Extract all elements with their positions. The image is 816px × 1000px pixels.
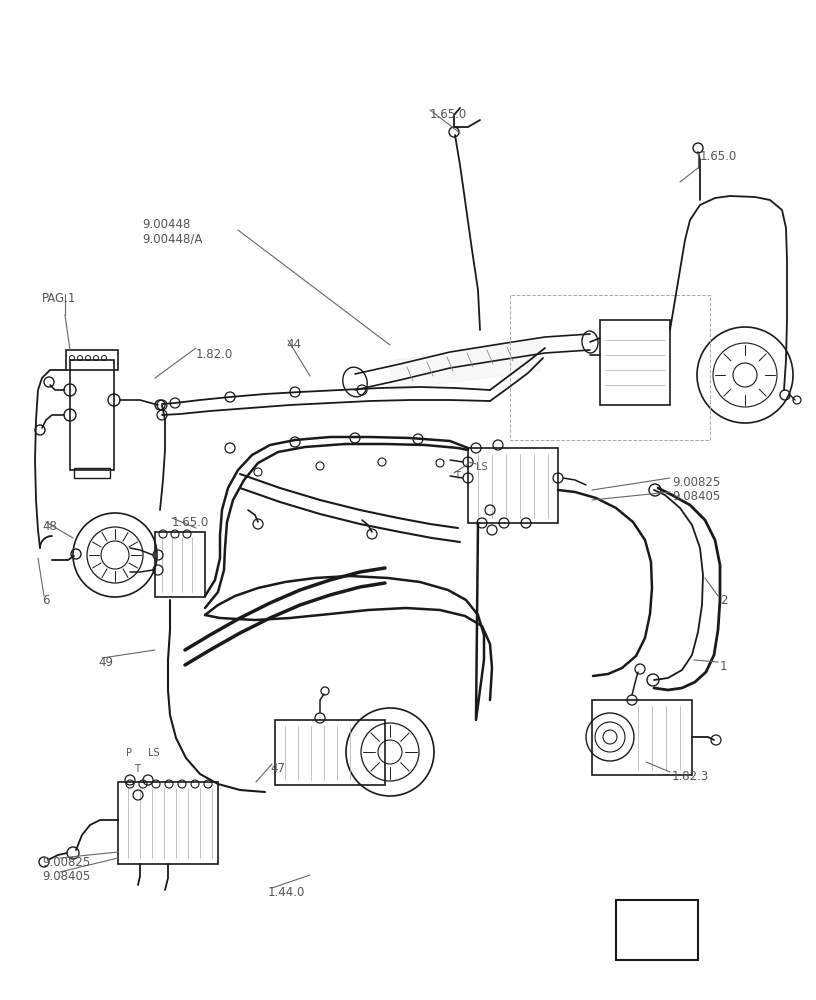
Bar xyxy=(592,700,692,775)
Text: T: T xyxy=(454,471,460,481)
Text: 1.65.0: 1.65.0 xyxy=(172,516,209,529)
Polygon shape xyxy=(639,908,675,946)
Bar xyxy=(616,900,698,960)
Text: 49: 49 xyxy=(98,656,113,669)
Bar xyxy=(74,468,110,478)
Text: 1.82.3: 1.82.3 xyxy=(672,770,709,783)
Bar xyxy=(468,448,558,523)
Text: 44: 44 xyxy=(286,338,301,351)
Text: 1.65.0: 1.65.0 xyxy=(700,150,737,163)
Text: 1.82.0: 1.82.0 xyxy=(196,348,233,361)
Text: P: P xyxy=(126,748,132,758)
Text: 9.00825: 9.00825 xyxy=(672,476,721,489)
Text: 9.08405: 9.08405 xyxy=(672,490,721,503)
Bar xyxy=(600,320,670,405)
Text: 47: 47 xyxy=(270,762,285,775)
Bar xyxy=(70,360,114,470)
Text: 9.00825: 9.00825 xyxy=(42,856,91,869)
Text: 9.00448: 9.00448 xyxy=(142,218,190,231)
Text: 1: 1 xyxy=(720,660,728,673)
Text: T: T xyxy=(134,764,140,774)
Text: 6: 6 xyxy=(42,594,50,607)
Text: 1.65.0: 1.65.0 xyxy=(430,108,468,121)
Text: LS: LS xyxy=(148,748,160,758)
Text: 9.08405: 9.08405 xyxy=(42,870,91,883)
Text: 48: 48 xyxy=(42,520,57,533)
Text: 2: 2 xyxy=(720,594,728,607)
Text: PAG.1: PAG.1 xyxy=(42,292,77,305)
Bar xyxy=(275,720,385,785)
Text: LS: LS xyxy=(476,462,488,472)
Text: 9.00448/A: 9.00448/A xyxy=(142,232,202,245)
Bar xyxy=(118,782,218,864)
Text: 1.44.0: 1.44.0 xyxy=(268,886,305,899)
Bar xyxy=(155,532,205,597)
Bar xyxy=(66,350,118,370)
